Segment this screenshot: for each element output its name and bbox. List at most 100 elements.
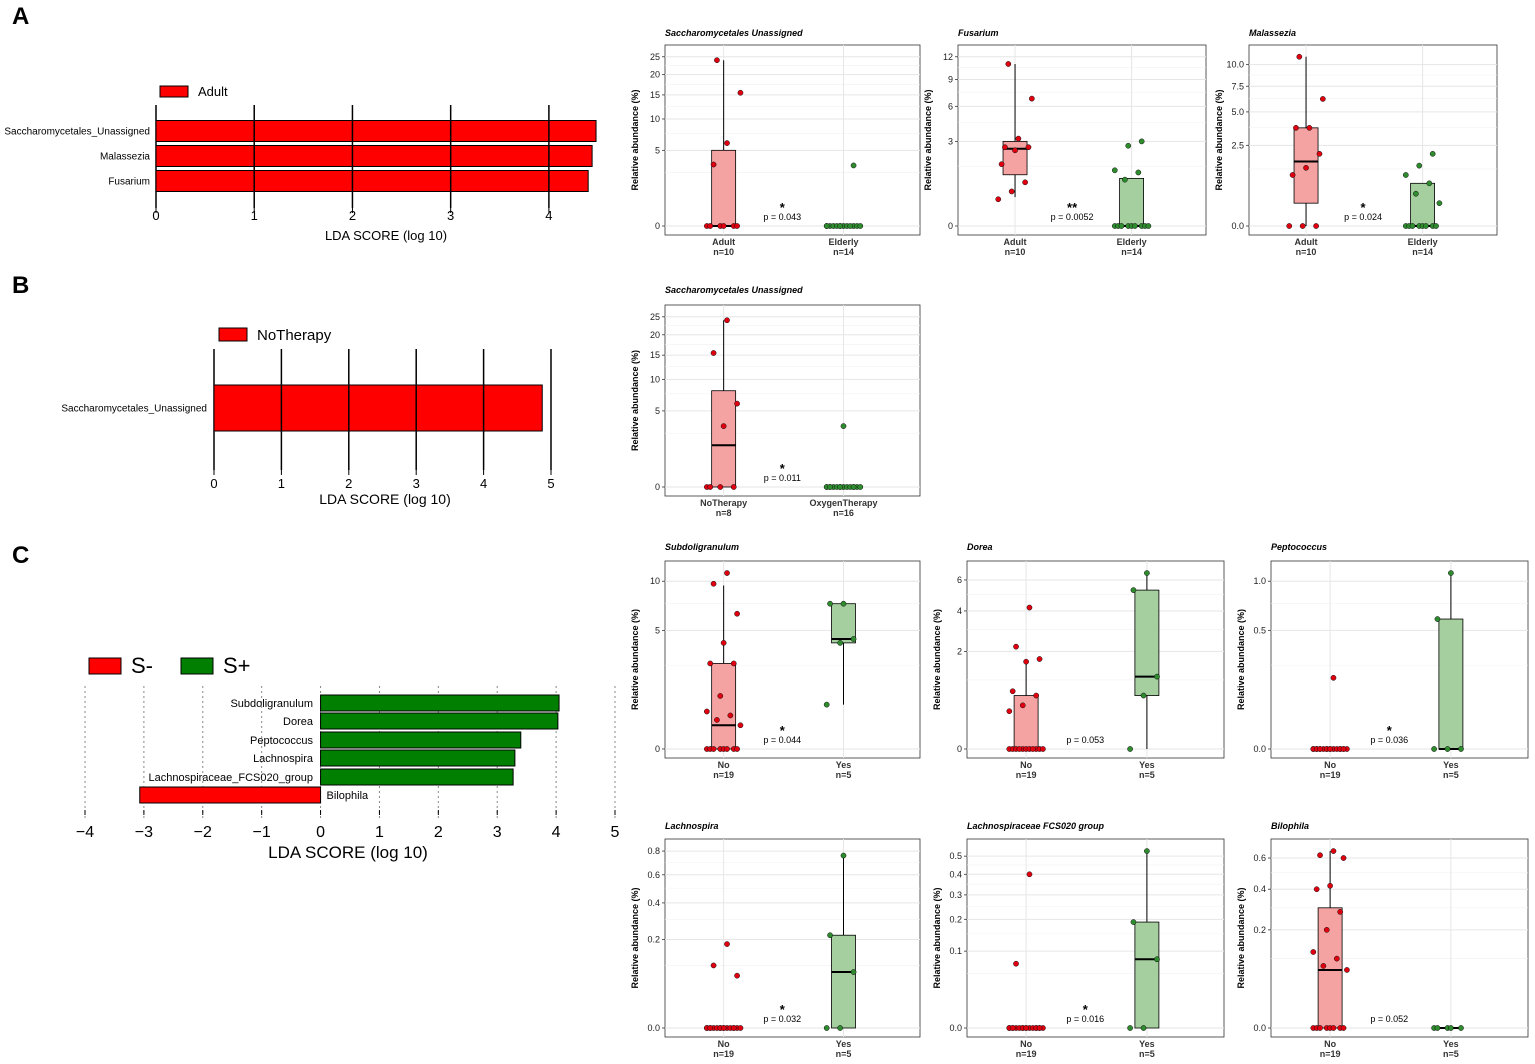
- box-iqr: [1134, 921, 1160, 1029]
- lda-category-label: Saccharomycetales_Unassigned: [61, 404, 207, 415]
- data-point: [995, 196, 1002, 203]
- data-point: [1317, 1025, 1323, 1031]
- lda-bar: [320, 731, 522, 749]
- lda-bar: [320, 712, 559, 730]
- y-tick-label: 1.0: [1253, 576, 1266, 586]
- y-axis-title: Relative abundance (%): [630, 887, 640, 988]
- data-point: [724, 570, 730, 576]
- plot-frame: [966, 560, 1225, 759]
- x-axis-title: LDA SCORE (log 10): [319, 491, 451, 507]
- tick-label: 1: [278, 476, 285, 491]
- y-tick-label: 0: [948, 221, 953, 231]
- x-group-n: n=19: [1320, 1049, 1341, 1059]
- y-axis-title: Relative abundance (%): [1236, 609, 1246, 710]
- data-point: [717, 693, 724, 699]
- significance-mark: *: [1361, 200, 1367, 215]
- tick-label: 3: [493, 824, 502, 841]
- tick-label: 4: [552, 824, 561, 841]
- data-point: [1327, 746, 1333, 752]
- y-tick-label: 6: [957, 575, 962, 585]
- y-tick-label: 0.5: [1253, 625, 1266, 635]
- data-point: [1026, 871, 1033, 878]
- data-point: [837, 223, 843, 229]
- box-iqr: [831, 934, 856, 1029]
- data-point: [1320, 963, 1327, 969]
- data-point: [1303, 164, 1309, 171]
- data-point: [1111, 167, 1118, 174]
- data-point: [1025, 144, 1032, 151]
- y-tick-label: 0.2: [949, 914, 962, 924]
- p-value: p = 0.024: [1344, 212, 1382, 222]
- data-point: [1313, 223, 1319, 229]
- x-group-n: n=5: [1443, 1049, 1459, 1059]
- tick-label: 1: [251, 208, 258, 223]
- y-tick-label: 0.0: [949, 1023, 962, 1033]
- panel-label-a: A: [12, 3, 29, 30]
- x-group-label: Adult: [1004, 237, 1027, 247]
- data-point: [727, 712, 734, 719]
- data-point: [1144, 848, 1150, 854]
- y-axis-title: Relative abundance (%): [1214, 89, 1224, 190]
- y-tick-label: 6: [948, 101, 953, 111]
- data-point: [998, 161, 1005, 168]
- box-iqr: [1438, 618, 1464, 750]
- plot-title: Subdoligranulum: [665, 542, 739, 552]
- data-point: [850, 484, 857, 490]
- plot-frame: [1270, 560, 1529, 759]
- x-group-n: n=5: [836, 1049, 852, 1059]
- tick-label: 5: [547, 476, 554, 491]
- x-group-label: Yes: [836, 1039, 852, 1049]
- lda-bar: [155, 120, 597, 142]
- data-point: [1344, 967, 1350, 973]
- box-iqr: [1119, 177, 1144, 227]
- y-tick-label: 0: [655, 744, 660, 754]
- y-tick-label: 10: [650, 374, 660, 384]
- lda-bar: [139, 786, 322, 804]
- box-iqr: [711, 390, 737, 488]
- data-point: [724, 746, 730, 752]
- y-tick-label: 2.5: [1231, 140, 1244, 150]
- x-group-n: n=14: [1412, 247, 1433, 257]
- data-point: [1036, 656, 1043, 662]
- x-group-n: n=14: [1121, 247, 1142, 257]
- data-point: [710, 350, 717, 356]
- data-point: [857, 484, 864, 490]
- data-point: [1009, 1025, 1016, 1031]
- data-point: [1140, 692, 1147, 699]
- data-point: [1140, 1025, 1147, 1031]
- data-point: [730, 484, 737, 490]
- data-point: [1286, 223, 1293, 229]
- plot-title: Malassezia: [1249, 28, 1296, 38]
- y-axis-title: Relative abundance (%): [932, 609, 942, 710]
- boxplot-lachnospira: 0.0 0.2 0.4 0.6 0.8 Lachnospira Relative abund…: [630, 821, 921, 1059]
- data-point: [710, 161, 717, 168]
- data-point: [707, 660, 714, 667]
- y-axis-title: Relative abundance (%): [630, 89, 640, 190]
- data-point: [1436, 200, 1443, 207]
- y-tick-label: 0.5: [949, 851, 962, 861]
- data-point: [1340, 855, 1347, 861]
- data-point: [1127, 746, 1133, 752]
- tick-label: −3: [135, 824, 153, 841]
- data-point: [714, 717, 720, 723]
- data-point: [1135, 169, 1142, 176]
- data-point: [707, 223, 714, 229]
- plot-frame: [1248, 44, 1498, 236]
- significance-mark: *: [1387, 723, 1393, 738]
- x-group-label: Yes: [836, 760, 852, 770]
- data-point: [847, 223, 854, 229]
- y-axis-title: Relative abundance (%): [923, 89, 933, 190]
- data-point: [1023, 658, 1029, 665]
- data-point: [1293, 125, 1299, 131]
- data-point: [1013, 960, 1019, 967]
- significance-mark: *: [780, 1002, 786, 1017]
- lda-bar: [320, 768, 514, 786]
- y-tick-label: 10: [650, 576, 660, 586]
- data-point: [857, 223, 864, 229]
- y-tick-label: 0.0: [1253, 744, 1266, 754]
- x-axis-title: LDA SCORE (log 10): [325, 228, 447, 243]
- boxplot-lachnospiraceae-fcs020: 0.0 0.1 0.2 0.3 0.4 0.5 Lachnospiraceae FCS020…: [932, 821, 1225, 1059]
- data-point: [730, 660, 737, 667]
- tick-label: 2: [345, 476, 352, 491]
